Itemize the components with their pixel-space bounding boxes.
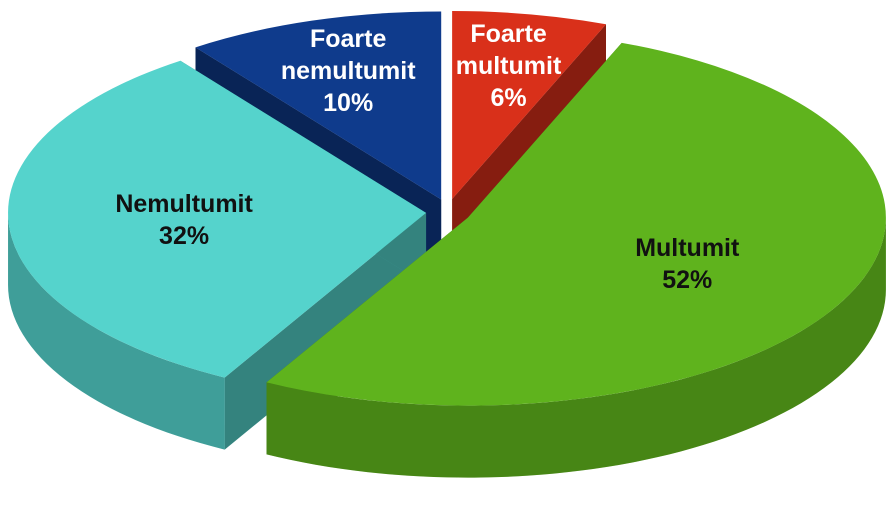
slice-shade [266,217,886,478]
slice-top [195,11,442,200]
category-label: Foarte nemultumit [280,24,416,85]
data-label: Multumit 52% [602,232,772,296]
value-label: 10% [323,88,374,117]
slice-top [452,11,606,200]
slice-top [266,42,886,406]
category-label: Foarte multumit [455,20,562,81]
slice-top [8,60,427,378]
data-label: Foarte multumit 6% [424,18,594,114]
value-label: 32% [159,221,210,250]
pie-slice [266,42,886,478]
value-label: 6% [490,84,527,113]
value-label: 52% [662,266,713,295]
slice-wall [266,217,886,478]
category-label: Nemultumit [115,189,253,218]
category-label: Multumit [635,234,740,263]
data-label: Foarte nemultumit 10% [263,23,433,119]
data-label: Nemultumit 32% [99,188,269,252]
slice-shade [8,212,225,450]
slice-wall [8,212,225,450]
